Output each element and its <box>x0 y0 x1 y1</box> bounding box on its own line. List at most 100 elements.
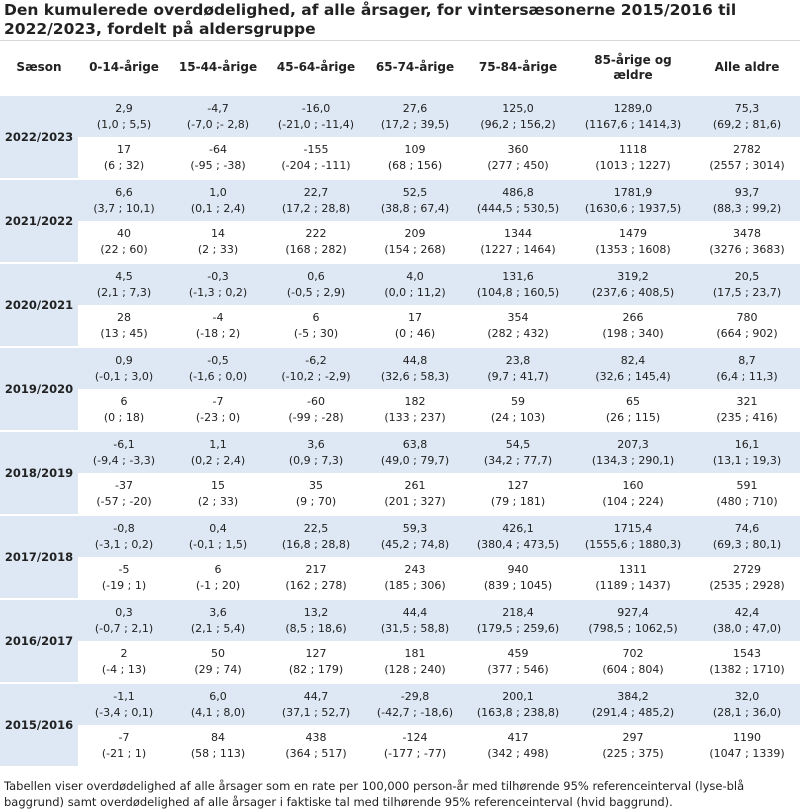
cell-interval: (0,2 ; 2,4) <box>190 453 246 467</box>
cell-value: 1190 <box>733 730 761 744</box>
count-cell: 40 (22 ; 60) <box>78 221 170 264</box>
cell-interval: (198 ; 340) <box>602 326 664 340</box>
cell-value: 8,7 <box>738 353 756 367</box>
cell-value: 50 <box>211 646 225 660</box>
rate-cell: 44,7 (37,1 ; 52,7) <box>266 682 366 725</box>
cell-value: 44,7 <box>303 689 329 703</box>
rate-cell: -0,3 (-1,3 ; 0,2) <box>170 262 266 305</box>
count-cell: -155 (-204 ; -111) <box>266 137 366 180</box>
cell-interval: (3276 ; 3683) <box>709 242 785 256</box>
cell-value: 459 <box>507 646 529 660</box>
cell-interval: (6 ; 32) <box>103 158 145 172</box>
cell-value: 182 <box>404 394 426 408</box>
count-row: 2 (-4 ; 13) 50 (29 ; 74) 127 (82 ; 179) 181 (12… <box>0 641 800 684</box>
count-cell: 59 (24 ; 103) <box>464 389 572 432</box>
footnote: Tabellen viser overdødelighed af alle år… <box>4 779 745 809</box>
rate-cell: -29,8 (-42,7 ; -18,6) <box>366 682 464 725</box>
cell-value: 17 <box>408 310 422 324</box>
season-label: 2016/2017 <box>0 598 78 684</box>
cell-value: 127 <box>507 478 529 492</box>
cell-value: 93,7 <box>734 185 760 199</box>
count-cell: -4 (-18 ; 2) <box>170 305 266 348</box>
count-cell: 354 (282 ; 432) <box>464 305 572 348</box>
cell-value: 22,5 <box>303 521 329 535</box>
cell-value: 6 <box>120 394 128 408</box>
cell-value: 23,8 <box>505 353 531 367</box>
cell-value: 2729 <box>733 562 761 576</box>
count-cell: 321 (235 ; 416) <box>694 389 800 432</box>
count-cell: 2782 (2557 ; 3014) <box>694 137 800 180</box>
rate-cell: 486,8 (444,5 ; 530,5) <box>464 178 572 221</box>
count-cell: -64 (-95 ; -38) <box>170 137 266 180</box>
rate-cell: 1715,4 (1555,6 ; 1880,3) <box>572 514 694 557</box>
count-cell: 1479 (1353 ; 1608) <box>572 221 694 264</box>
cell-interval: (29 ; 74) <box>194 662 242 676</box>
cell-interval: (839 ; 1045) <box>483 578 553 592</box>
cell-interval: (17,5 ; 23,7) <box>712 285 782 299</box>
cell-interval: (201 ; 327) <box>384 494 446 508</box>
rate-row: 2019/2020 0,9 (-0,1 ; 3,0) -0,5 (-1,6 ; 0,0)… <box>0 346 800 432</box>
rate-cell: 927,4 (798,5 ; 1062,5) <box>572 598 694 641</box>
cell-interval: (45,2 ; 74,8) <box>380 537 450 551</box>
rate-cell: -0,5 (-1,6 ; 0,0) <box>170 346 266 389</box>
cell-value: 1543 <box>733 646 761 660</box>
cell-interval: (-0,5 ; 2,9) <box>286 285 346 299</box>
cell-interval: (-21,0 ; -11,4) <box>277 117 355 131</box>
cell-interval: (96,2 ; 156,2) <box>480 117 556 131</box>
rate-cell: 0,4 (-0,1 ; 1,5) <box>170 514 266 557</box>
cell-interval: (16,8 ; 28,8) <box>281 537 351 551</box>
cell-interval: (-21 ; 1) <box>101 746 147 760</box>
count-row: -37 (-57 ; -20) 15 (2 ; 33) 35 (9 ; 70) 261 (20… <box>0 473 800 516</box>
cell-value: 16,1 <box>734 437 760 451</box>
cell-interval: (-3,4 ; 0,1) <box>94 705 154 719</box>
cell-interval: (133 ; 237) <box>384 410 446 424</box>
rate-cell: 20,5 (17,5 ; 23,7) <box>694 262 800 305</box>
count-cell: 940 (839 ; 1045) <box>464 557 572 600</box>
cell-interval: (1555,6 ; 1880,3) <box>584 537 682 551</box>
cell-interval: (49,0 ; 79,7) <box>380 453 450 467</box>
count-cell: 2 (-4 ; 13) <box>78 641 170 684</box>
cell-value: 32,0 <box>734 689 760 703</box>
rate-cell: 3,6 (2,1 ; 5,4) <box>170 598 266 641</box>
cell-value: 28 <box>117 310 131 324</box>
count-row: 17 (6 ; 32) -64 (-95 ; -38) -155 (-204 ; -111… <box>0 137 800 180</box>
season-label: 2021/2022 <box>0 178 78 264</box>
cell-value: 4,0 <box>406 269 424 283</box>
count-cell: 28 (13 ; 45) <box>78 305 170 348</box>
cell-value: 243 <box>404 562 426 576</box>
cell-interval: (282 ; 432) <box>487 326 549 340</box>
cell-value: -7 <box>212 394 224 408</box>
cell-interval: (104 ; 224) <box>602 494 664 508</box>
cell-interval: (1189 ; 1437) <box>595 578 671 592</box>
count-cell: 222 (168 ; 282) <box>266 221 366 264</box>
rate-cell: 125,0 (96,2 ; 156,2) <box>464 94 572 137</box>
rate-cell: 319,2 (237,6 ; 408,5) <box>572 262 694 305</box>
cell-value: -4,7 <box>207 101 229 115</box>
rate-cell: 0,6 (-0,5 ; 2,9) <box>266 262 366 305</box>
count-cell: 109 (68 ; 156) <box>366 137 464 180</box>
cell-value: 131,6 <box>502 269 534 283</box>
count-row: -5 (-19 ; 1) 6 (-1 ; 20) 217 (162 ; 278) 243 (1… <box>0 557 800 600</box>
count-cell: 217 (162 ; 278) <box>266 557 366 600</box>
cell-interval: (1013 ; 1227) <box>595 158 671 172</box>
count-cell: 1190 (1047 ; 1339) <box>694 725 800 768</box>
rate-cell: 8,7 (6,4 ; 11,3) <box>694 346 800 389</box>
cell-interval: (32,6 ; 145,4) <box>595 369 671 383</box>
cell-interval: (-18 ; 2) <box>195 326 241 340</box>
cell-value: -4 <box>212 310 224 324</box>
cell-interval: (-1,6 ; 0,0) <box>188 369 248 383</box>
cell-value: 0,3 <box>115 605 133 619</box>
cell-value: 65 <box>626 394 640 408</box>
cell-interval: (3,7 ; 10,1) <box>93 201 155 215</box>
cell-interval: (38,0 ; 47,0) <box>712 621 782 635</box>
count-cell: 209 (154 ; 268) <box>366 221 464 264</box>
cell-value: 0,9 <box>115 353 133 367</box>
cell-interval: (2,1 ; 7,3) <box>96 285 152 299</box>
cell-value: 75,3 <box>734 101 760 115</box>
cell-value: 127 <box>305 646 327 660</box>
cell-interval: (34,2 ; 77,7) <box>483 453 553 467</box>
count-cell: 181 (128 ; 240) <box>366 641 464 684</box>
cell-value: 160 <box>622 478 644 492</box>
column-header: 45-64-årige <box>266 40 366 95</box>
count-row: 28 (13 ; 45) -4 (-18 ; 2) 6 (-5 ; 30) 17 (0 ; 4… <box>0 305 800 348</box>
